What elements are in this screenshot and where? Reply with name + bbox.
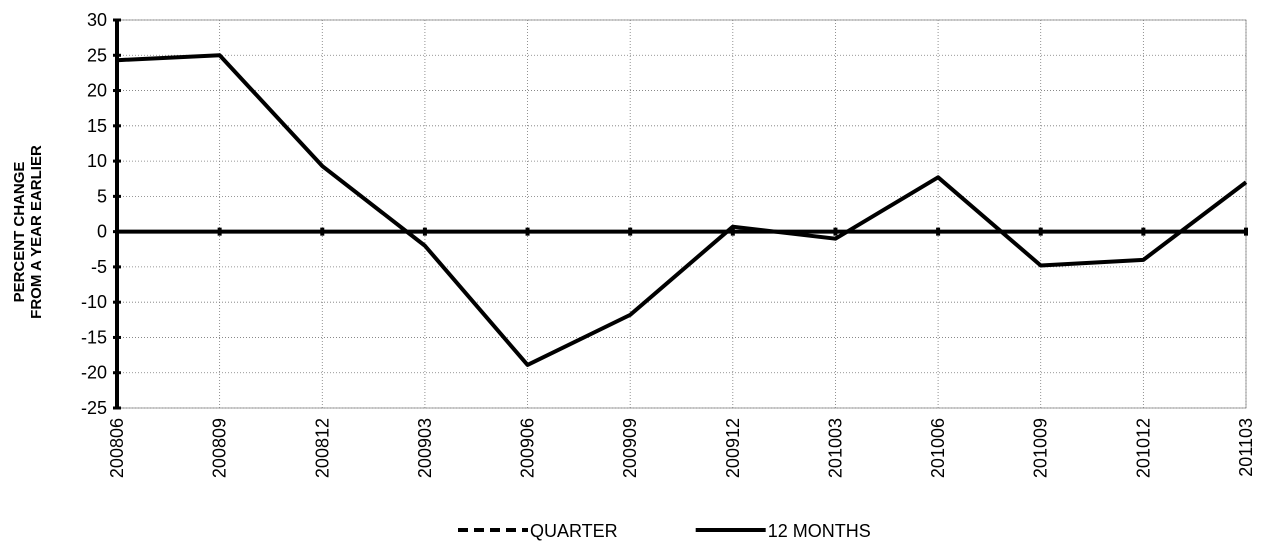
y-tick-label: 25 (87, 45, 107, 65)
y-tick-label: 5 (97, 186, 107, 206)
y-tick-label: -10 (81, 292, 107, 312)
y-tick-label: -5 (91, 257, 107, 277)
y-tick-label: 20 (87, 81, 107, 101)
legend-label: 12 MONTHS (768, 521, 871, 541)
plot-border (116, 19, 1247, 409)
x-tick-label: 200806 (107, 418, 127, 478)
x-tick-label: 200812 (312, 418, 332, 478)
y-tick-label: 0 (97, 222, 107, 242)
y-tick-label: -25 (81, 398, 107, 418)
x-tick-label: 201012 (1133, 418, 1153, 478)
y-tick-label: 10 (87, 151, 107, 171)
x-tick-label: 201006 (928, 418, 948, 478)
y-tick-label: 30 (87, 10, 107, 30)
x-tick-label: 200912 (723, 418, 743, 478)
x-tick-label: 201103 (1236, 418, 1256, 477)
y-axis-label: PERCENT CHANGE (11, 162, 28, 303)
x-tick-label: 201003 (825, 418, 845, 478)
x-tick-label: 201009 (1031, 418, 1051, 478)
legend-label: QUARTER (530, 521, 618, 541)
line-series (116, 53, 1248, 367)
y-axis-label: FROM A YEAR EARLIER (28, 145, 45, 319)
x-tick-label: 200906 (518, 418, 538, 478)
x-tick-label: 200909 (620, 418, 640, 478)
x-tick-label: 200809 (210, 418, 230, 478)
x-tick-label: 200903 (415, 418, 435, 478)
y-tick-label: -20 (81, 363, 107, 383)
y-tick-label: 15 (87, 116, 107, 136)
y-tick-label: -15 (81, 327, 107, 347)
